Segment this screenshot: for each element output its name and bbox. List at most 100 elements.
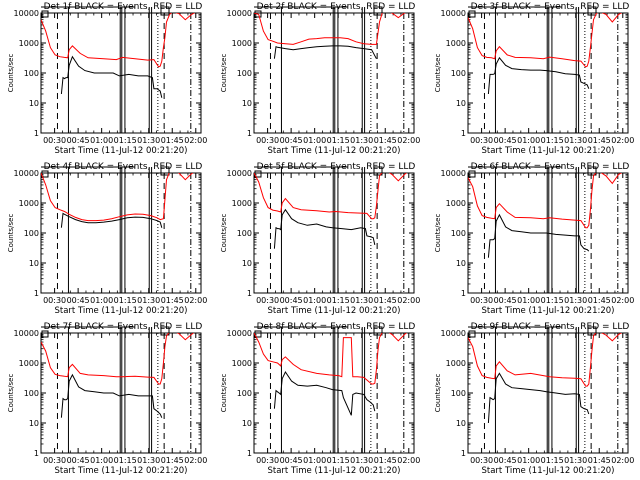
x-axis-label: Start Time (11-Jul-12 00:21:20) — [482, 146, 615, 156]
plot-frame — [40, 332, 202, 454]
x-tick-label: 01:15 — [327, 136, 350, 145]
x-tick-label: 01:15 — [327, 296, 350, 305]
y-tick-label: 1000 — [446, 199, 466, 208]
x-axis-label: Start Time (11-Jul-12 00:21:20) — [268, 466, 401, 476]
y-tick-label: 1 — [34, 289, 39, 298]
x-tick-label: 00:45 — [494, 136, 517, 145]
series-group — [254, 333, 408, 416]
x-tick-label: 01:00 — [303, 296, 326, 305]
y-tick-label: 100 — [24, 69, 39, 78]
x-tick-label: 01:30 — [564, 456, 587, 465]
x-tick-label: 00:30 — [256, 296, 279, 305]
x-tick-label: 00:45 — [67, 456, 90, 465]
series-line-events — [60, 212, 163, 228]
x-tick-label: 01:15 — [541, 456, 564, 465]
chart-panel-9: Det 9f BLACK = Events, RED = LLD11010010… — [434, 322, 634, 476]
y-axis-label: Counts/sec — [220, 214, 228, 253]
plot-frame — [253, 332, 415, 454]
y-tick-label: 1 — [34, 449, 39, 458]
y-tick-label: 10000 — [441, 329, 466, 338]
x-axis-label: Start Time (11-Jul-12 00:21:20) — [268, 146, 401, 156]
y-tick-label: 10 — [456, 259, 466, 268]
series-group — [254, 13, 406, 59]
x-axis-label: Start Time (11-Jul-12 00:21:20) — [55, 466, 188, 476]
y-tick-label: 10000 — [14, 329, 39, 338]
x-tick-label: 00:45 — [280, 136, 303, 145]
x-tick-label: 01:30 — [137, 296, 160, 305]
x-axis-label: Start Time (11-Jul-12 00:21:20) — [482, 466, 615, 476]
x-tick-label: 00:30 — [43, 296, 66, 305]
x-tick-label: 02:00 — [184, 456, 207, 465]
x-tick-label: 02:00 — [611, 136, 634, 145]
annotation-box — [373, 6, 383, 16]
y-tick-label: 1 — [247, 449, 252, 458]
series-group — [254, 173, 408, 249]
x-tick-label: 00:45 — [67, 296, 90, 305]
x-tick-label: 01:15 — [541, 296, 564, 305]
annotation-box — [587, 326, 597, 336]
x-axis-label: Start Time (11-Jul-12 00:21:20) — [55, 306, 188, 316]
x-tick-label: 01:00 — [517, 136, 540, 145]
x-tick-label: 01:45 — [588, 456, 611, 465]
x-tick-label: 01:30 — [350, 296, 373, 305]
x-tick-label: 01:15 — [114, 136, 137, 145]
y-tick-label: 10 — [29, 419, 39, 428]
chart-panel-4: Det 4f BLACK = Events, RED = LLD11010010… — [7, 162, 207, 316]
x-tick-label: 01:45 — [161, 136, 184, 145]
plot-frame — [40, 172, 202, 294]
y-tick-label: 1000 — [232, 199, 252, 208]
annotation-box — [468, 170, 476, 178]
x-tick-label: 01:00 — [303, 136, 326, 145]
y-tick-label: 1 — [247, 289, 252, 298]
x-tick-label: 01:45 — [161, 456, 184, 465]
x-tick-label: 00:30 — [256, 456, 279, 465]
annotation-box — [41, 170, 49, 178]
chart-panel-1: Det 1f BLACK = Events, RED = LLD11010010… — [7, 2, 207, 156]
x-tick-label: 00:45 — [494, 296, 517, 305]
x-tick-label: 01:45 — [588, 296, 611, 305]
x-tick-label: 01:45 — [161, 296, 184, 305]
x-axis-label: Start Time (11-Jul-12 00:21:20) — [482, 306, 615, 316]
x-tick-label: 01:45 — [374, 136, 397, 145]
annotation-box — [373, 166, 383, 176]
y-tick-label: 10 — [242, 259, 252, 268]
annotation-box — [254, 10, 262, 18]
x-tick-label: 01:00 — [517, 456, 540, 465]
y-tick-label: 100 — [237, 69, 252, 78]
y-tick-label: 1 — [34, 129, 39, 138]
series-group — [468, 173, 623, 258]
y-axis-label: Counts/sec — [220, 374, 228, 413]
series-line-events — [60, 373, 163, 418]
series-line-lld — [468, 333, 623, 387]
y-tick-label: 10 — [242, 99, 252, 108]
y-tick-label: 1000 — [232, 359, 252, 368]
x-tick-label: 01:15 — [327, 456, 350, 465]
x-tick-label: 01:30 — [137, 456, 160, 465]
x-tick-label: 01:00 — [90, 296, 113, 305]
annotation-box — [373, 326, 383, 336]
x-axis-label: Start Time (11-Jul-12 00:21:20) — [55, 146, 188, 156]
y-tick-label: 10000 — [14, 169, 39, 178]
chart-panel-8: Det 8f BLACK = Events, RED = LLD11010010… — [220, 322, 420, 476]
y-tick-label: 100 — [24, 229, 39, 238]
y-tick-label: 10 — [242, 419, 252, 428]
x-tick-label: 01:00 — [517, 296, 540, 305]
x-tick-label: 01:30 — [137, 136, 160, 145]
plot-frame — [467, 332, 629, 454]
y-tick-label: 1000 — [446, 39, 466, 48]
x-tick-label: 02:00 — [397, 456, 420, 465]
plot-frame — [467, 12, 629, 134]
series-group — [41, 173, 194, 228]
y-axis-label: Counts/sec — [434, 374, 442, 413]
annotation-box — [41, 330, 49, 338]
y-tick-label: 10000 — [14, 9, 39, 18]
series-line-events — [487, 56, 590, 95]
x-tick-label: 01:45 — [374, 296, 397, 305]
series-line-lld — [41, 13, 196, 68]
annotation-box — [468, 330, 476, 338]
y-axis-label: Counts/sec — [7, 374, 15, 413]
x-tick-label: 01:00 — [90, 456, 113, 465]
y-tick-label: 100 — [451, 69, 466, 78]
y-tick-label: 1 — [461, 449, 466, 458]
